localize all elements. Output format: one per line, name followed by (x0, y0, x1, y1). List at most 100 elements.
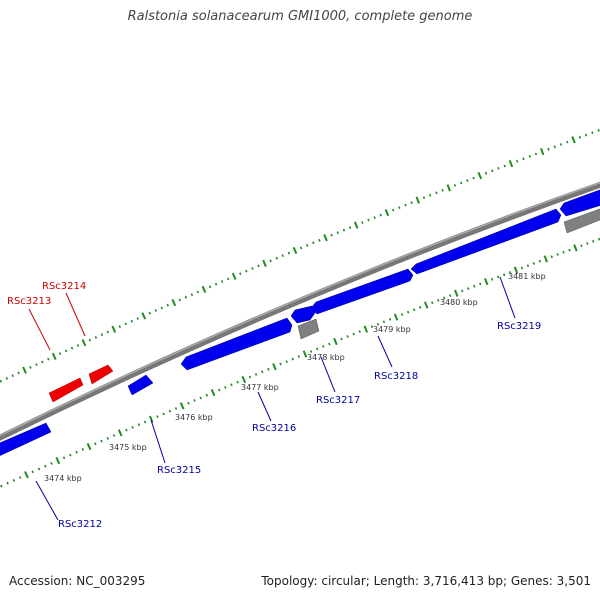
kbp-labels: 3474 kbp 3475 kbp 3476 kbp 3477 kbp 3478… (44, 272, 546, 483)
minor-tick (41, 360, 44, 364)
major-tick (353, 221, 359, 229)
gene-label-rsc3214[interactable]: RSc3214 (42, 281, 86, 292)
minor-tick (566, 140, 569, 144)
minor-tick (275, 256, 278, 260)
gene-rsc3215-shape[interactable] (127, 374, 154, 396)
genome-backbone-highlight (0, 181, 600, 437)
gene-leader-lines (28, 276, 516, 521)
minor-tick (318, 238, 321, 242)
minor-tick (47, 357, 50, 361)
minor-tick (260, 370, 264, 374)
minor-tick (508, 271, 512, 274)
minor-tick (379, 213, 382, 217)
minor-tick (340, 337, 343, 341)
minor-tick (136, 317, 139, 320)
gene-label-rsc3219[interactable]: RSc3219 (497, 321, 541, 332)
gene-rsc3218-shape[interactable] (310, 268, 414, 315)
gene-rsc3213-shape[interactable] (48, 377, 84, 403)
major-tick (22, 366, 27, 374)
minor-tick (226, 277, 230, 281)
minor-tick (118, 325, 122, 329)
minor-tick (437, 298, 440, 302)
minor-tick (267, 367, 270, 371)
major-tick (210, 389, 216, 397)
major-tick (363, 325, 369, 333)
minor-tick (562, 250, 565, 254)
major-tick (302, 350, 308, 358)
minor-tick (568, 248, 571, 252)
major-tick (508, 159, 514, 168)
minor-tick (305, 243, 309, 247)
gene-rsc3219-shape[interactable] (410, 208, 562, 275)
gene-label-rsc3213[interactable]: RSc3213 (7, 296, 51, 307)
gene-label-rsc3217[interactable]: RSc3217 (316, 395, 360, 406)
major-tick (454, 289, 459, 297)
gene-label-rsc3216[interactable]: RSc3216 (252, 423, 296, 434)
minor-tick (431, 301, 434, 305)
minor-tick (112, 434, 116, 438)
minor-tick (62, 456, 66, 460)
minor-tick (490, 277, 494, 281)
minor-tick (584, 133, 588, 137)
minor-tick (11, 374, 14, 378)
minor-tick (214, 282, 218, 286)
minor-tick (388, 317, 392, 321)
minor-tick (143, 420, 147, 424)
minor-tick (516, 159, 519, 163)
minor-tick (251, 267, 254, 270)
minor-tick (18, 476, 22, 479)
major-tick (543, 255, 548, 263)
major-tick (483, 278, 489, 286)
minor-tick (398, 206, 401, 210)
kbp-label: 3481 kbp (508, 272, 546, 281)
minor-tick (578, 135, 582, 139)
major-tick (179, 402, 185, 410)
gene-next-shape[interactable] (559, 188, 600, 217)
gene-label-rsc3218[interactable]: RSc3218 (374, 371, 418, 382)
minor-tick (130, 319, 133, 323)
gene-label-rsc3215[interactable]: RSc3215 (157, 465, 201, 476)
major-tick (171, 298, 177, 307)
kbp-label: 3475 kbp (109, 443, 147, 452)
kbp-label: 3478 kbp (307, 353, 345, 362)
minor-tick (556, 253, 559, 256)
major-tick (117, 429, 123, 437)
kbp-label: 3480 kbp (440, 298, 478, 307)
gene-rsc3217-shape[interactable] (290, 305, 316, 324)
minor-tick (205, 393, 209, 397)
minor-tick (361, 221, 364, 225)
gene-rsc3212-shape[interactable] (0, 422, 52, 458)
gene-label-rsc3212[interactable]: RSc3212 (58, 519, 102, 530)
minor-tick (29, 365, 32, 369)
minor-tick (358, 330, 361, 334)
minor-tick (352, 332, 355, 336)
major-tick (81, 339, 87, 347)
minor-tick (428, 193, 432, 197)
genome-summary-text: Topology: circular; Length: 3,716,413 bp… (261, 574, 591, 588)
minor-tick (239, 272, 242, 276)
minor-tick (553, 145, 556, 149)
feature-grey-1 (297, 318, 320, 340)
kbp-label: 3479 kbp (373, 325, 411, 334)
minor-tick (496, 275, 500, 279)
minor-tick (376, 322, 380, 326)
genome-backbone (0, 181, 600, 441)
minor-tick (491, 169, 494, 173)
minor-tick (196, 290, 200, 294)
major-tick (141, 312, 147, 320)
gene-rsc3216-shape[interactable] (180, 317, 293, 371)
minor-tick (178, 298, 182, 302)
minor-tick (532, 262, 536, 265)
minor-tick (591, 131, 594, 135)
major-tick (415, 196, 421, 204)
minor-tick (106, 436, 109, 440)
minor-tick (435, 191, 438, 195)
minor-tick (285, 360, 288, 364)
minor-tick (502, 273, 506, 277)
minor-tick (217, 388, 221, 392)
gene-rsc3214-shape[interactable] (88, 364, 114, 385)
minor-tick (410, 201, 413, 205)
minor-tick (467, 287, 470, 291)
minor-tick (461, 289, 464, 293)
